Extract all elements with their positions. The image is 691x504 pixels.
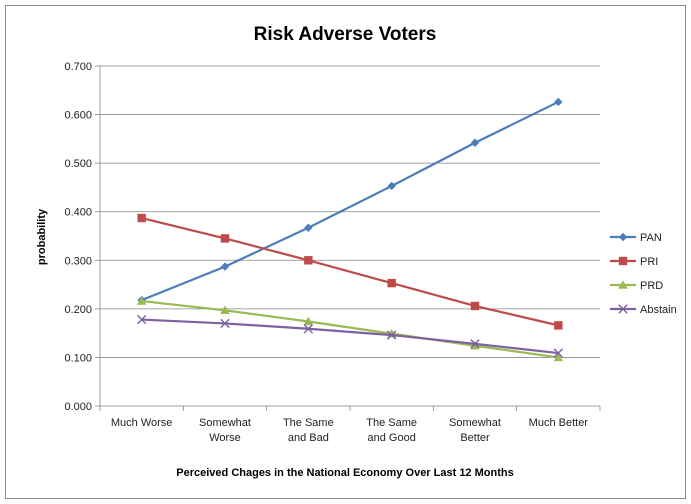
data-point-pri — [387, 278, 396, 288]
y-tick-label: 0.400 — [64, 207, 92, 219]
x-tick-label: The Same and Bad — [283, 417, 334, 444]
legend-item-pri: PRI — [610, 256, 658, 268]
legend-label-pri: PRI — [640, 256, 658, 268]
series-prd — [136, 296, 564, 362]
data-point-abstain — [136, 314, 147, 325]
x-tick-labels: Much Worse Somewhat Worse The Same and Bad Th… — [111, 417, 588, 444]
gridlines — [95, 65, 601, 411]
data-point-abstain — [553, 348, 564, 358]
data-point-pri — [554, 321, 563, 330]
y-tick-label: 0.200 — [64, 304, 92, 316]
x-tick-label: The Same and Good — [366, 417, 417, 444]
data-point-prd — [553, 352, 564, 362]
y-tick-label: 0.600 — [64, 110, 92, 122]
series-pan — [137, 97, 563, 305]
data-point-prd — [470, 341, 480, 350]
data-point-pri — [304, 256, 313, 265]
data-point-pan — [304, 223, 313, 232]
legend: PAN PRI PRD Abstain — [610, 232, 677, 316]
legend-item-abstain: Abstain — [610, 304, 677, 316]
series-line-abstain — [141, 318, 559, 355]
data-point-pan — [470, 138, 480, 147]
y-tick-label: 0.100 — [64, 352, 92, 364]
x-tick-label: Much Worse — [111, 417, 173, 429]
data-point-pri — [137, 213, 146, 223]
data-point-abstain — [470, 339, 480, 349]
chart-title: Risk Adverse Voters — [254, 24, 437, 45]
data-point-prd — [220, 305, 230, 315]
y-tick-label: 0.000 — [64, 401, 92, 413]
data-point-abstain — [220, 318, 230, 329]
x-tick-label: Somewhat Worse — [199, 417, 251, 444]
data-point-abstain — [303, 324, 314, 334]
legend-marker-pri — [618, 256, 628, 266]
x-tick-label: Somewhat Better — [449, 417, 501, 444]
x-tick-label: Much Better — [529, 417, 589, 429]
data-point-pan — [220, 262, 230, 271]
legend-label-abstain: Abstain — [640, 304, 677, 316]
series-abstain — [136, 314, 564, 358]
legend-marker-abstain — [618, 304, 628, 314]
series-line-pri — [141, 216, 559, 327]
y-tick-label: 0.500 — [64, 158, 92, 170]
y-axis-label: probability — [36, 208, 48, 265]
legend-item-pan: PAN — [610, 232, 662, 244]
data-point-pan — [554, 97, 563, 107]
data-point-pri — [220, 234, 230, 243]
data-point-prd — [303, 316, 314, 326]
series-group — [136, 97, 564, 362]
data-point-pri — [470, 301, 480, 311]
chart-frame — [5, 5, 686, 499]
y-tick-label: 0.700 — [64, 61, 92, 73]
data-point-abstain — [386, 330, 397, 340]
series-line-pan — [141, 100, 559, 302]
x-axis-label: Perceived Chages in the National Economy… — [176, 467, 513, 479]
series-line-prd — [141, 299, 559, 359]
legend-label-pan: PAN — [640, 232, 662, 244]
legend-marker-pan — [618, 232, 628, 242]
series-pri — [137, 213, 563, 330]
y-tick-labels: 0.000 0.100 0.200 0.300 0.400 0.500 0.600 0.700 — [64, 61, 92, 413]
legend-label-prd: PRD — [640, 280, 663, 292]
y-tick-label: 0.300 — [64, 255, 92, 267]
data-point-pan — [387, 181, 396, 191]
legend-marker-prd — [618, 280, 628, 289]
legend-item-prd: PRD — [610, 280, 663, 292]
data-point-prd — [136, 296, 147, 305]
